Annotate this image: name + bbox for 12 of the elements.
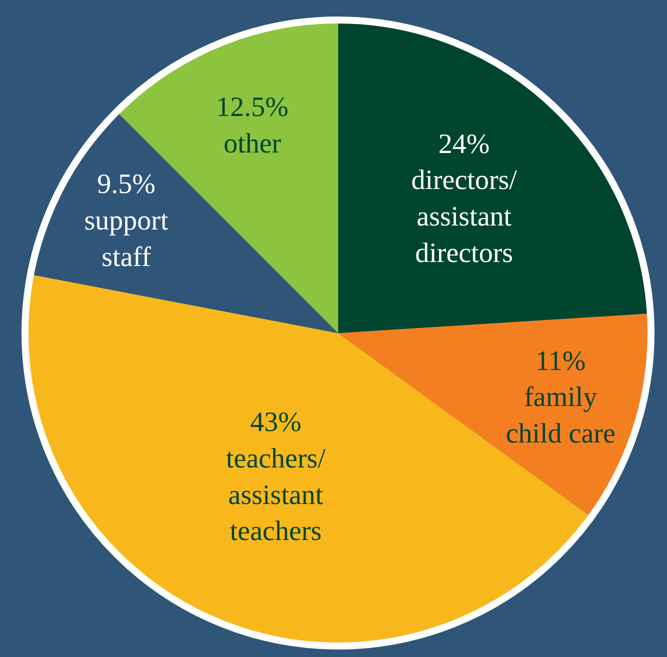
data-label: 12.5% <box>216 92 289 124</box>
pie-slice <box>338 314 648 516</box>
data-label: 11% <box>535 346 586 377</box>
slice-label: directors/ assistant directors <box>411 165 518 270</box>
data-label: 43% <box>250 407 302 438</box>
slice-label: family child care <box>506 382 616 450</box>
data-label: 9.5% <box>97 169 156 200</box>
slice-label: support staff <box>84 205 168 273</box>
pie-slice <box>338 22 648 334</box>
slice-label: teachers/ assistant teachers <box>226 443 326 548</box>
slice-label: other <box>224 128 282 160</box>
data-label: 24% <box>438 128 490 160</box>
